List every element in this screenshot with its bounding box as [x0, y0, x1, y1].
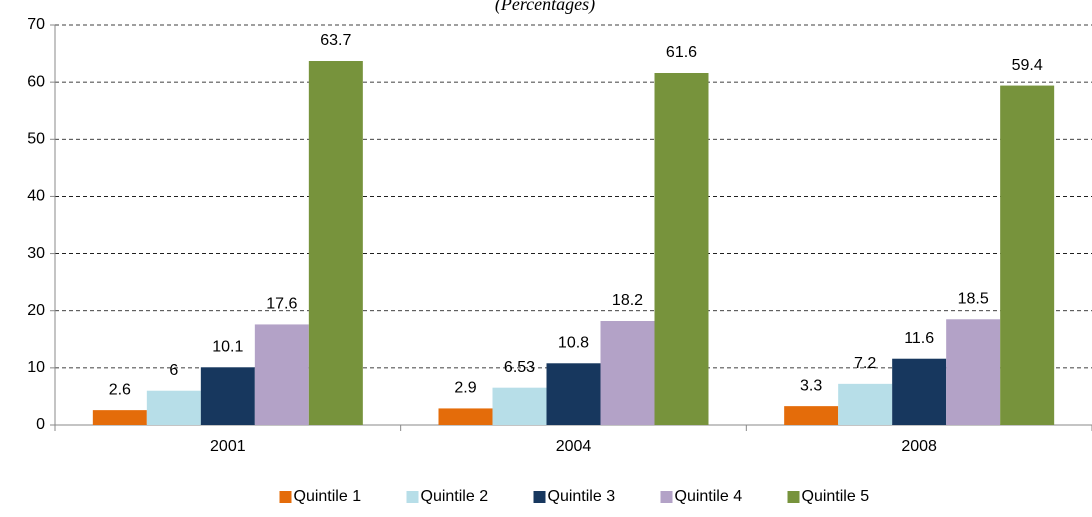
bar — [654, 73, 709, 425]
legend-label: Quintile 1 — [294, 488, 362, 505]
bar — [946, 319, 1001, 425]
chart-subtitle: (Percentages) — [495, 0, 595, 15]
y-tick-label: 0 — [36, 416, 45, 433]
legend-label: Quintile 4 — [675, 488, 743, 505]
y-tick-label: 30 — [27, 245, 45, 262]
value-label: 6 — [169, 362, 178, 379]
y-tick-label: 20 — [27, 302, 45, 319]
legend-swatch — [533, 491, 546, 503]
legend-swatch — [279, 491, 292, 503]
bar — [200, 367, 255, 425]
x-tick-label: 2008 — [901, 438, 937, 455]
bar — [838, 383, 893, 425]
y-tick-label: 40 — [27, 188, 45, 205]
value-label: 11.6 — [904, 330, 934, 347]
legend-swatch — [406, 491, 419, 503]
legend-label: Quintile 2 — [421, 488, 489, 505]
legend-label: Quintile 5 — [802, 488, 870, 505]
bar — [784, 406, 839, 425]
value-label: 7.2 — [854, 355, 876, 372]
y-tick-label: 10 — [27, 359, 45, 376]
value-label: 59.4 — [1012, 57, 1043, 74]
bar — [254, 324, 309, 425]
y-tick-label: 60 — [27, 73, 45, 90]
legend-swatch — [660, 491, 673, 503]
bar — [600, 321, 655, 425]
value-label: 63.7 — [320, 32, 351, 49]
bar — [146, 390, 201, 425]
x-tick-label: 2004 — [556, 438, 592, 455]
bar — [1000, 85, 1055, 426]
x-tick-label: 2001 — [210, 438, 246, 455]
bar — [308, 61, 363, 425]
y-tick-label: 50 — [27, 131, 45, 148]
value-label: 18.5 — [958, 291, 989, 308]
value-label: 10.1 — [212, 339, 243, 356]
bar — [892, 358, 947, 425]
value-label: 61.6 — [666, 44, 697, 61]
value-label: 17.6 — [266, 296, 297, 313]
bar — [492, 387, 547, 425]
bar — [92, 410, 147, 425]
value-label: 10.8 — [558, 335, 589, 352]
bar — [546, 363, 601, 425]
value-label: 2.9 — [454, 380, 476, 397]
value-label: 18.2 — [612, 292, 643, 309]
bar — [438, 408, 493, 425]
legend-label: Quintile 3 — [548, 488, 616, 505]
y-tick-label: 70 — [27, 16, 45, 33]
value-label: 3.3 — [800, 377, 822, 394]
legend-swatch — [787, 491, 800, 503]
value-label: 6.53 — [504, 359, 535, 376]
value-label: 2.6 — [109, 381, 131, 398]
